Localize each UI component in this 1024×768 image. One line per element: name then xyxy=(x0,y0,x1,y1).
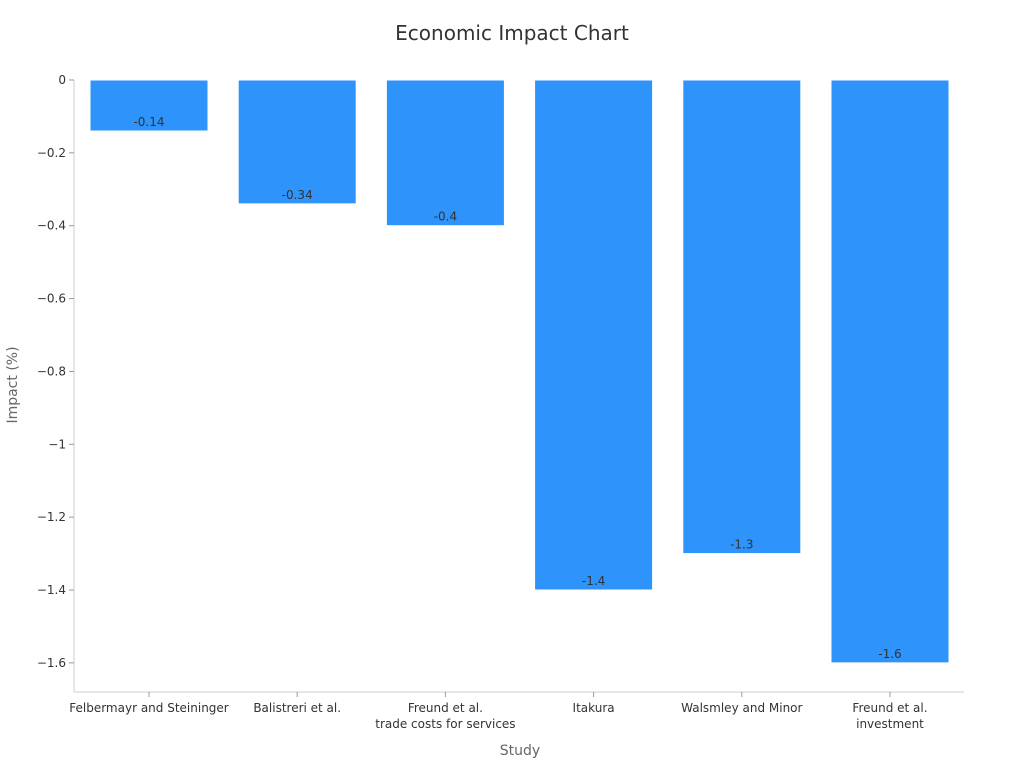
x-tick-label: Freund et al. xyxy=(408,701,483,715)
x-tick-label: Freund et al. xyxy=(852,701,927,715)
bar-data-label: -0.14 xyxy=(133,115,164,129)
bar[interactable] xyxy=(830,79,950,664)
bar-data-label: -0.4 xyxy=(434,210,457,224)
x-axis-title: Study xyxy=(500,743,540,759)
bars-group: -0.14 -0.34 -0.4 -1.4 -1.3 -1.6 xyxy=(89,79,950,664)
bar-data-label: -1.3 xyxy=(730,538,753,552)
bar[interactable] xyxy=(237,79,357,205)
y-tick-label: −1 xyxy=(48,437,66,451)
x-tick-label: investment xyxy=(856,717,924,731)
y-tick-label: −1.6 xyxy=(37,656,66,670)
x-axis-ticks: Felbermayr and Steininger Balistreri et a… xyxy=(69,692,928,731)
x-tick-label: Walsmley and Minor xyxy=(681,701,802,715)
y-tick-label: −1.4 xyxy=(37,583,66,597)
y-axis-title: Impact (%) xyxy=(5,346,21,423)
bar[interactable] xyxy=(89,79,209,132)
bar[interactable] xyxy=(385,79,505,227)
y-tick-label: 0 xyxy=(58,73,66,87)
bar[interactable] xyxy=(534,79,654,591)
chart-title: Economic Impact Chart xyxy=(395,21,629,45)
y-tick-label: −0.4 xyxy=(37,219,66,233)
y-tick-label: −0.2 xyxy=(37,146,66,160)
x-tick-label: Balistreri et al. xyxy=(253,701,341,715)
y-tick-label: −0.8 xyxy=(37,364,66,378)
x-tick-label: Felbermayr and Steininger xyxy=(69,701,229,715)
bar-data-label: -1.6 xyxy=(878,647,901,661)
y-tick-label: −1.2 xyxy=(37,510,66,524)
y-tick-label: −0.6 xyxy=(37,292,66,306)
bar[interactable] xyxy=(682,79,802,555)
y-axis-ticks: 0 −0.2 −0.4 −0.6 −0.8 −1 −1.2 −1.4 −1.6 xyxy=(37,73,74,670)
bar-data-label: -0.34 xyxy=(282,188,313,202)
x-tick-label: Itakura xyxy=(573,701,615,715)
x-tick-label: trade costs for services xyxy=(375,717,515,731)
bar-data-label: -1.4 xyxy=(582,574,605,588)
